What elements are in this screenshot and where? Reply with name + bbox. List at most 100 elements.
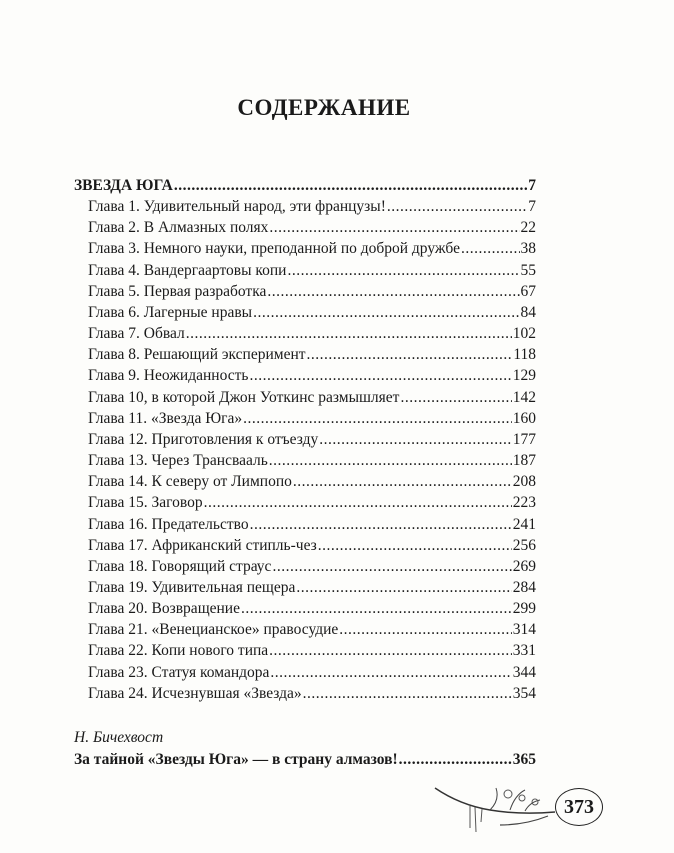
toc-chapter-entry: Глава 1. Удивительный народ, эти француз… [74,196,536,217]
dot-leader [269,217,519,238]
toc-section-entry: ЗВЕЗДА ЮГА 7 [74,175,536,196]
toc-chapter-entry: Глава 13. Через Трансвааль 187 [74,450,536,471]
toc-chapter-entry: Глава 20. Возвращение 299 [74,598,536,619]
dot-leader [461,238,520,259]
chapter-page: 67 [520,282,537,300]
page-title: СОДЕРЖАНИЕ [237,95,411,120]
toc-chapter-entry: Глава 23. Статуя командора 344 [74,662,536,683]
chapter-page: 314 [512,621,536,639]
chapter-page: 187 [512,452,536,470]
toc-chapter-entry: Глава 19. Удивительная пещера 284 [74,577,536,598]
dot-leader [243,408,512,429]
chapter-page: 118 [513,346,536,364]
chapter-title: Глава 18. Говорящий страус [88,557,272,575]
chapter-title: Глава 2. В Алмазных полях [88,219,269,237]
dot-leader [186,323,512,344]
dot-leader [249,365,511,386]
dot-leader [174,175,527,196]
branch-ornament-icon [434,787,556,833]
section-title: ЗВЕЗДА ЮГА [74,177,173,194]
dot-leader [307,344,513,365]
toc-afterword-entry: За тайной «Звезды Юга» — в страну алмазо… [74,749,536,770]
afterword-page: 365 [512,751,536,768]
toc-chapter-entry: Глава 9. Неожиданность 129 [74,365,536,386]
chapter-page: 256 [512,536,536,554]
afterword-title: За тайной «Звезды Юга» — в страну алмазо… [74,751,398,768]
chapter-title: Глава 8. Решающий эксперимент [88,346,306,364]
toc-chapter-entry: Глава 22. Копи нового типа 331 [74,640,536,661]
dot-leader [269,450,512,471]
dot-leader [339,619,511,640]
chapter-title: Глава 16. Предательство [88,515,249,533]
dot-leader [387,196,527,217]
toc-chapter-entry: Глава 21. «Венецианское» правосудие 314 [74,619,536,640]
chapter-title: Глава 23. Статуя командора [88,663,270,681]
chapter-page: 208 [512,473,536,491]
chapter-title: Глава 13. Через Трансвааль [88,452,268,470]
page-number: 373 [555,788,603,826]
dot-leader [204,492,512,513]
chapter-title: Глава 21. «Венецианское» правосудие [88,621,339,639]
chapter-title: Глава 19. Удивительная пещера [88,578,296,596]
chapter-page: 38 [520,240,537,258]
toc-chapter-entry: Глава 12. Приготовления к отъезду 177 [74,429,536,450]
toc-chapter-entry: Глава 16. Предательство 241 [74,514,536,535]
chapter-title: Глава 12. Приготовления к отъезду [88,430,319,448]
dot-leader [270,662,511,683]
chapter-title: Глава 3. Немного науки, преподанной по д… [88,240,460,258]
chapter-title: Глава 24. Исчезнувшая «Звезда» [88,684,302,702]
toc-chapter-entry: Глава 10, в которой Джон Уоткинс размышл… [74,387,536,408]
chapter-title: Глава 1. Удивительный народ, эти француз… [88,198,386,216]
chapter-title: Глава 9. Неожиданность [88,367,249,385]
table-of-contents: ЗВЕЗДА ЮГА 7 Глава 1. Удивительный народ… [74,175,536,704]
chapter-page: 22 [520,219,537,237]
chapter-page: 269 [512,557,536,575]
chapter-title: Глава 7. Обвал [88,325,185,343]
section-page: 7 [528,177,536,194]
chapter-page: 55 [520,261,537,279]
toc-chapter-entry: Глава 8. Решающий эксперимент 118 [74,344,536,365]
chapter-page: 7 [528,198,536,216]
chapter-title: Глава 14. К северу от Лимпопо [88,473,292,491]
toc-chapter-entry: Глава 24. Исчезнувшая «Звезда» 354 [74,683,536,704]
chapter-page: 142 [512,388,536,406]
dot-leader [250,514,512,535]
chapter-page: 344 [512,663,536,681]
chapter-title: Глава 17. Африканский стипль-чез [88,536,317,554]
dot-leader [267,281,519,302]
dot-leader [318,535,512,556]
chapter-title: Глава 4. Вандергаартовы копи [88,261,287,279]
chapter-page: 354 [512,684,536,702]
dot-leader [253,302,519,323]
chapter-page: 84 [520,303,537,321]
chapter-title: Глава 5. Первая разработка [88,282,267,300]
chapter-title: Глава 6. Лагерные нравы [88,303,253,321]
toc-chapter-entry: Глава 11. «Звезда Юга» 160 [74,408,536,429]
dot-leader [400,387,511,408]
toc-chapter-entry: Глава 4. Вандергаартовы копи 55 [74,260,536,281]
chapter-title: Глава 20. Возвращение [88,600,240,618]
chapter-title: Глава 22. Копи нового типа [88,642,269,660]
dot-leader [399,749,512,770]
dot-leader [241,598,512,619]
dot-leader [293,471,512,492]
toc-chapter-entry: Глава 5. Первая разработка 67 [74,281,536,302]
chapter-page: 299 [512,600,536,618]
toc-chapter-entry: Глава 15. Заговор 223 [74,492,536,513]
chapter-page: 177 [512,430,536,448]
dot-leader [287,260,519,281]
chapter-title: Глава 11. «Звезда Юга» [88,409,243,427]
chapter-title: Глава 15. Заговор [88,494,203,512]
dot-leader [319,429,512,450]
chapter-page: 129 [512,367,536,385]
afterword-author: Н. Бичехвост [74,729,164,746]
toc-chapter-entry: Глава 3. Немного науки, преподанной по д… [74,238,536,259]
toc-chapter-entry: Глава 18. Говорящий страус 269 [74,556,536,577]
chapter-page: 223 [512,494,536,512]
chapter-page: 102 [512,325,536,343]
toc-chapter-entry: Глава 17. Африканский стипль-чез 256 [74,535,536,556]
chapter-title: Глава 10, в которой Джон Уоткинс размышл… [88,388,400,406]
dot-leader [296,577,511,598]
chapter-page: 241 [512,515,536,533]
toc-chapter-entry: Глава 7. Обвал 102 [74,323,536,344]
